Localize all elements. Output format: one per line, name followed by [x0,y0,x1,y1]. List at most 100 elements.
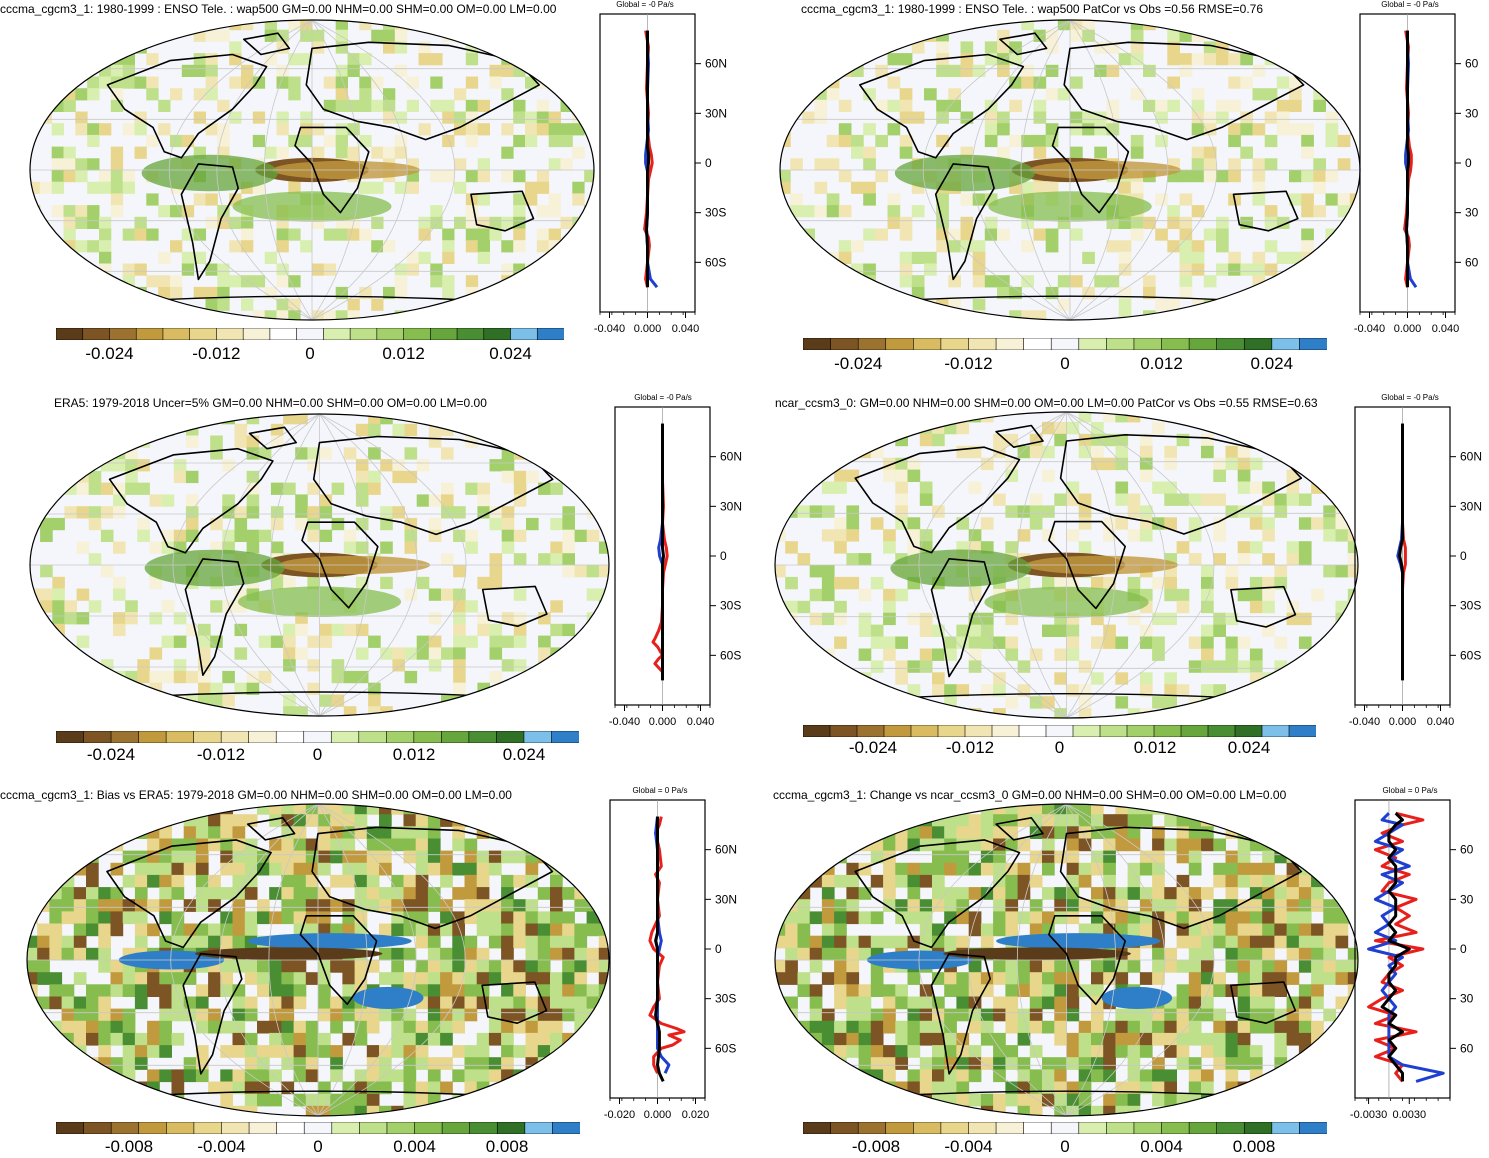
colorbar-swatch [830,1122,859,1134]
zonal-title: Global = -0 Pa/s [634,393,692,402]
colorbar-swatch [913,1122,942,1134]
colorbar-swatch [803,1122,832,1134]
colorbar-swatch [1243,338,1273,350]
coastline [1059,434,1303,535]
coastline [995,817,1044,841]
colorbar-swatch [552,1122,580,1134]
coastline [248,426,297,450]
colorbar-swatch [1188,1122,1218,1134]
colorbar-swatch [1299,338,1327,350]
colorbar-swatch [991,725,1020,737]
colorbar-tick-label: 0.024 [502,745,546,764]
zonal-series-line [1398,423,1404,681]
coastline [301,521,379,609]
zonal-series-line [1405,30,1410,288]
zonal-lat-label: 60N [705,57,727,71]
zonal-lat-label: 30 [1460,892,1474,906]
zonal-x-tick-label: -0.040 [594,323,625,335]
colorbar-swatch [82,328,111,340]
colorbar-swatch [56,1122,85,1134]
colorbar-swatch [221,1122,250,1134]
coastline [182,952,243,1075]
colorbar-swatch [430,328,458,340]
colorbar-tick-label: 0.004 [1140,1137,1183,1156]
colorbar-swatch [216,328,244,340]
coastline [246,817,296,841]
zonal-lat-label: 0 [720,549,727,563]
colorbar-tick-label: 0 [313,1137,323,1156]
colorbar-swatch [331,1122,360,1134]
colorbar-swatch [1050,338,1080,350]
world-map [29,19,595,321]
colorbar-swatch [1023,1122,1052,1134]
map-outline [774,803,1359,1117]
zonal-x-tick-label: 0.040 [1432,323,1460,335]
colorbar-swatch [166,1122,195,1134]
colorbar-swatch [138,731,167,743]
colorbar-swatch [110,731,140,743]
zonal-lat-label: 30S [715,992,736,1006]
zonal-lat-label: 30S [720,599,741,613]
colorbar [803,1122,1327,1134]
colorbar-swatch [829,725,858,737]
colorbar-swatch [220,731,250,743]
zonal-title: Global = 0 Pa/s [632,786,688,795]
colorbar-swatch [830,338,859,350]
colorbar-tick-label: 0 [312,745,323,764]
coastline [108,447,274,554]
panel-title: ERA5: 1979-2018 Uncer=5% GM=0.00 NHM=0.0… [54,396,487,410]
colorbar-swatch [376,328,405,340]
coastline [854,839,1021,949]
zonal-x-tick-label: -0.040 [1354,323,1385,335]
coastline [311,826,554,930]
coastline [305,41,540,141]
colorbar-tick-label: 0.012 [1140,354,1183,373]
zonal-lat-label: 0 [1460,942,1467,956]
colorbar-swatch [1072,725,1101,737]
zonal-lat-label: 60 [1460,1041,1474,1055]
coastline [470,190,535,232]
colorbar-swatch [883,725,912,737]
zonal-lat-label: 0 [1460,549,1467,563]
zonal-title: Global = -0 Pa/s [1381,393,1439,402]
zonal-lat-label: 60S [720,648,741,662]
colorbar-swatch [523,731,553,743]
zonal-title: Global = 0 Pa/s [1382,786,1438,795]
zonal-title: Global = -0 Pa/s [616,0,674,9]
coastline [999,32,1048,56]
panel-title: cccma_cgcm3_1: 1980-1999 : ENSO Tele. : … [0,2,557,16]
colorbar-swatch [995,338,1025,350]
coastline [294,126,370,214]
zonal-x-tick-label: 0.040 [1427,716,1455,728]
colorbar-tick-label: -0.012 [192,344,241,363]
colorbar-tick-label: 0.008 [485,1137,529,1156]
panel-title: cccma_cgcm3_1: 1980-1999 : ENSO Tele. : … [801,2,1264,16]
anomaly-core [247,933,412,949]
zonal-x-tick-label: -0.040 [1349,716,1380,728]
colorbar [56,731,579,743]
map-outline [774,411,1359,719]
colorbar-labels: -0.024 -0.012 0 0.012 0.024 [803,354,1327,374]
zonal-series-line [654,816,665,1083]
coastline [106,53,268,159]
colorbar-swatch [1099,725,1128,737]
colorbar [56,1122,580,1134]
zonal-x-tick-label: 0.000 [1389,716,1417,728]
zonal-mean-plot: -0.040 0.000 0.040 60 30 0 30 60 [1354,13,1479,335]
world-map [774,803,1359,1117]
colorbar-swatch [1161,1122,1190,1134]
coastline [930,558,991,678]
colorbar-swatch [857,1122,887,1134]
colorbar-swatch [968,338,997,350]
colorbar-swatch [165,731,195,743]
colorbar-labels: -0.024 -0.012 0 0.012 0.024 [56,745,579,765]
zonal-lat-label: 30S [705,206,726,220]
colorbar-swatch [551,731,579,743]
zonal-lat-label: 60 [1465,57,1479,71]
colorbar-swatch [414,1122,443,1134]
colorbar-swatch [276,1122,305,1134]
colorbar-swatch [403,328,431,340]
colorbar-tick-label: 0 [1060,354,1070,373]
colorbar-swatch [386,731,415,743]
zonal-x-tick-label: 0.040 [687,716,715,728]
